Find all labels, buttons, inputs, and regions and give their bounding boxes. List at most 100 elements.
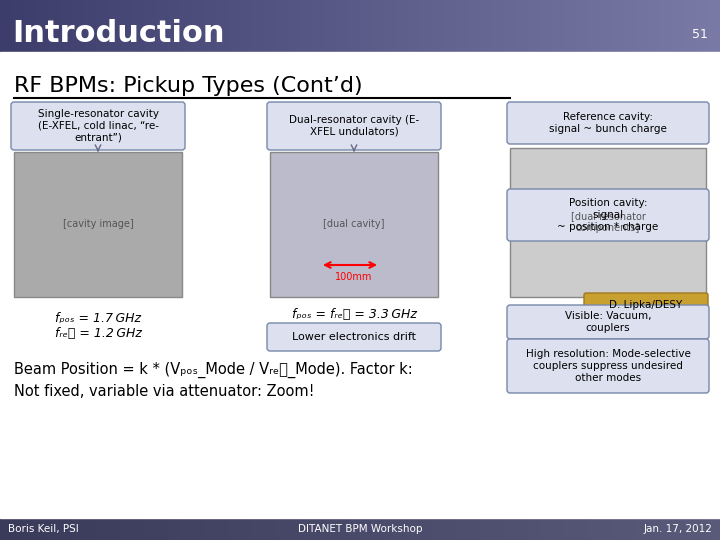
- Bar: [540, 0, 553, 52]
- Bar: [540, 518, 553, 540]
- Bar: [240, 0, 253, 52]
- Bar: [156, 0, 169, 52]
- Bar: [624, 518, 637, 540]
- Bar: [336, 518, 349, 540]
- Bar: [216, 0, 229, 52]
- Bar: [204, 518, 217, 540]
- Bar: [240, 518, 253, 540]
- Bar: [180, 518, 193, 540]
- Text: Reference cavity:
signal ~ bunch charge: Reference cavity: signal ~ bunch charge: [549, 112, 667, 134]
- Text: Lower electronics drift: Lower electronics drift: [292, 332, 416, 342]
- Bar: [396, 518, 409, 540]
- Bar: [696, 0, 709, 52]
- Bar: [132, 0, 145, 52]
- Bar: [672, 0, 685, 52]
- Bar: [564, 0, 577, 52]
- Bar: [36, 518, 49, 540]
- Bar: [24, 518, 37, 540]
- Bar: [504, 518, 517, 540]
- FancyBboxPatch shape: [584, 293, 708, 317]
- Bar: [324, 518, 337, 540]
- Bar: [300, 0, 313, 52]
- FancyBboxPatch shape: [507, 305, 709, 339]
- FancyBboxPatch shape: [267, 323, 441, 351]
- Bar: [132, 518, 145, 540]
- Bar: [648, 0, 661, 52]
- Bar: [648, 518, 661, 540]
- Text: [cavity image]: [cavity image]: [63, 219, 133, 229]
- Text: [dual cavity]: [dual cavity]: [323, 219, 384, 229]
- Bar: [252, 0, 265, 52]
- Bar: [72, 0, 85, 52]
- Bar: [492, 518, 505, 540]
- Bar: [696, 518, 709, 540]
- Bar: [60, 0, 73, 52]
- Text: Boris Keil, PSI: Boris Keil, PSI: [8, 524, 78, 534]
- Text: 100mm: 100mm: [336, 272, 373, 282]
- Text: 51: 51: [692, 28, 708, 40]
- Bar: [312, 0, 325, 52]
- Bar: [552, 0, 565, 52]
- Bar: [588, 0, 601, 52]
- Bar: [12, 518, 25, 540]
- Bar: [612, 0, 625, 52]
- Bar: [120, 518, 133, 540]
- Bar: [552, 518, 565, 540]
- Bar: [576, 0, 589, 52]
- Bar: [36, 0, 49, 52]
- Bar: [288, 518, 301, 540]
- Bar: [708, 0, 720, 52]
- Bar: [96, 518, 109, 540]
- Bar: [0, 0, 13, 52]
- Bar: [228, 518, 241, 540]
- Bar: [300, 518, 313, 540]
- Bar: [384, 518, 397, 540]
- Bar: [360, 518, 373, 540]
- Bar: [48, 518, 61, 540]
- Bar: [384, 0, 397, 52]
- Text: Jan. 17, 2012: Jan. 17, 2012: [643, 524, 712, 534]
- Bar: [396, 0, 409, 52]
- Bar: [432, 518, 445, 540]
- Bar: [504, 0, 517, 52]
- Bar: [336, 0, 349, 52]
- Bar: [168, 518, 181, 540]
- Bar: [408, 0, 421, 52]
- Bar: [432, 0, 445, 52]
- Bar: [14, 152, 182, 297]
- Bar: [408, 518, 421, 540]
- Bar: [660, 518, 673, 540]
- Bar: [288, 0, 301, 52]
- Bar: [600, 518, 613, 540]
- Bar: [96, 0, 109, 52]
- Bar: [600, 0, 613, 52]
- Bar: [360, 0, 373, 52]
- Bar: [312, 518, 325, 540]
- Bar: [270, 152, 438, 297]
- Bar: [84, 518, 97, 540]
- Bar: [192, 0, 205, 52]
- Text: Single-resonator cavity
(E-XFEL, cold linac, “re-
entrant”): Single-resonator cavity (E-XFEL, cold li…: [37, 110, 158, 143]
- FancyBboxPatch shape: [267, 102, 441, 150]
- Bar: [636, 0, 649, 52]
- Bar: [708, 518, 720, 540]
- Bar: [444, 518, 457, 540]
- Bar: [444, 0, 457, 52]
- Bar: [108, 0, 121, 52]
- FancyBboxPatch shape: [11, 102, 185, 150]
- Bar: [108, 518, 121, 540]
- Bar: [180, 0, 193, 52]
- Bar: [276, 518, 289, 540]
- Bar: [12, 0, 25, 52]
- Bar: [684, 0, 697, 52]
- Bar: [528, 518, 541, 540]
- Text: [dual resonator
components]: [dual resonator components]: [570, 211, 645, 233]
- Bar: [624, 0, 637, 52]
- Bar: [612, 518, 625, 540]
- Text: Position cavity:
signal
~ position * charge: Position cavity: signal ~ position * cha…: [557, 198, 659, 232]
- Bar: [528, 0, 541, 52]
- FancyBboxPatch shape: [507, 189, 709, 241]
- Text: fₚₒₛ = 1.7 GHz
fᵣₑ⁦ = 1.2 GHz: fₚₒₛ = 1.7 GHz fᵣₑ⁦ = 1.2 GHz: [55, 312, 141, 340]
- Bar: [144, 518, 157, 540]
- Bar: [468, 518, 481, 540]
